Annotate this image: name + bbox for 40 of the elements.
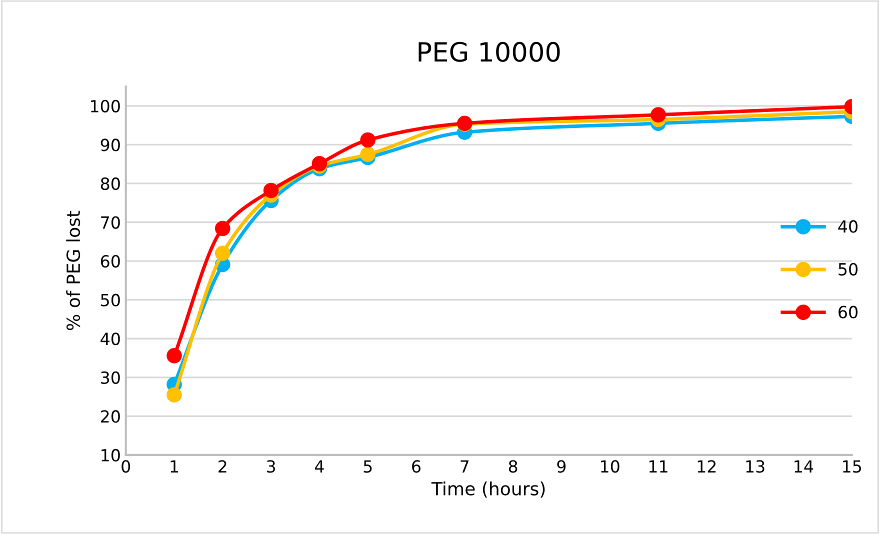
y-tick-label: 20 <box>100 410 120 423</box>
legend-label: 40 <box>838 220 858 233</box>
point <box>166 387 182 402</box>
x-tick-label: 0 <box>122 460 130 473</box>
y-tick-label: 90 <box>100 138 120 152</box>
x-tick-label: 8 <box>508 460 518 473</box>
point <box>215 220 230 236</box>
y-tick-label: 80 <box>100 177 120 190</box>
legend-label: 60 <box>838 306 858 318</box>
x-tick-label: 9 <box>557 460 566 473</box>
x-tick-label: 7 <box>460 460 469 472</box>
y-tick-label: 70 <box>101 216 120 229</box>
point <box>215 246 230 261</box>
y-tick-label: 10 <box>102 448 120 462</box>
y-tick-label: 30 <box>101 371 120 384</box>
point <box>360 146 376 162</box>
x-tick-label: 3 <box>267 460 276 473</box>
x-axis-title: Time (hours) <box>431 482 545 498</box>
x-tick-label: 12 <box>698 460 716 472</box>
x-tick-label: 1 <box>170 460 178 472</box>
legend-label: 50 <box>838 262 858 276</box>
x-tick-label: 11 <box>649 460 668 472</box>
x-tick-label: 6 <box>412 460 420 473</box>
x-tick-label: 5 <box>364 460 372 473</box>
x-tick-label: 13 <box>746 460 764 473</box>
point <box>263 182 279 198</box>
y-tick-label: 100 <box>90 100 120 112</box>
x-tick-label: 14 <box>794 460 814 472</box>
x-tick-label: 10 <box>601 460 620 473</box>
y-tick-label: 60 <box>100 255 120 268</box>
y-axis-title: % of PEG lost <box>66 210 80 330</box>
point <box>360 132 376 148</box>
x-tick-label: 2 <box>218 460 226 472</box>
chart-title: PEG 10000 <box>418 42 560 62</box>
point <box>166 348 182 364</box>
x-tick-label: 4 <box>314 460 324 472</box>
y-tick-label: 50 <box>101 294 120 306</box>
x-tick-label: 15 <box>843 460 861 473</box>
point <box>650 107 666 122</box>
y-tick-label: 40 <box>100 332 120 346</box>
